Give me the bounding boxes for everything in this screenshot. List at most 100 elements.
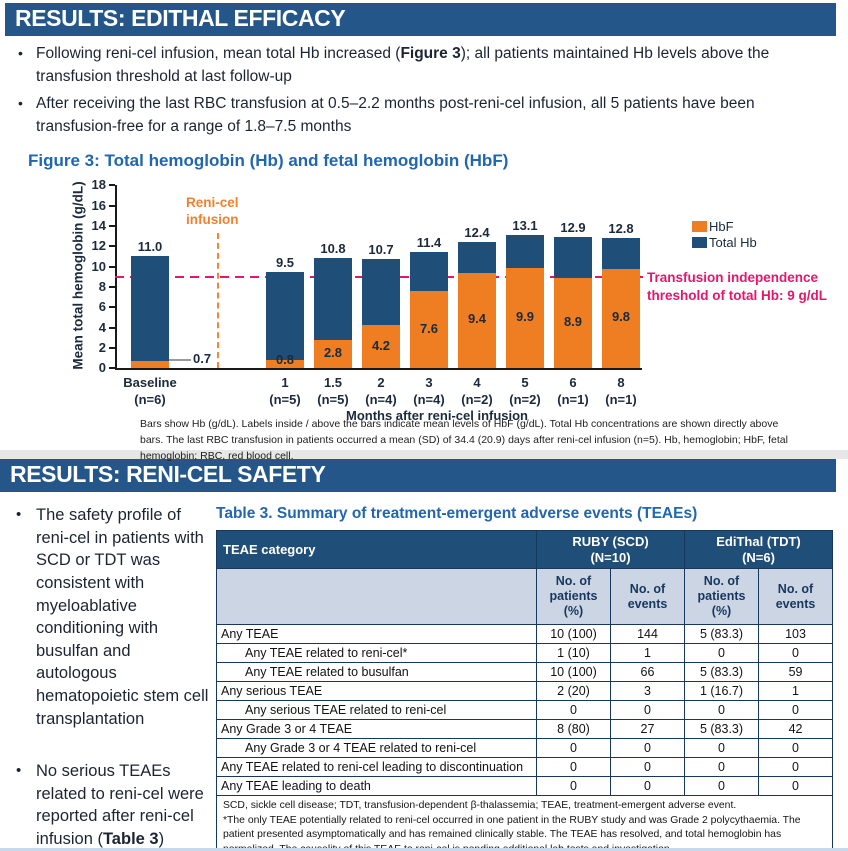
teae-value-cell: 0 bbox=[536, 738, 611, 759]
teae-value-cell: 1 (16.7) bbox=[684, 681, 760, 702]
y-tick-label: 10 bbox=[91, 258, 106, 274]
teae-category-cell: Any TEAE related to reni-cel leading to … bbox=[216, 757, 537, 778]
x-category-n: (n=2) bbox=[509, 392, 541, 408]
teae-value-cell: 66 bbox=[609, 662, 686, 683]
table-row: Any serious TEAE 2 (20) 3 1 (16.7) 1 bbox=[216, 681, 834, 702]
total-hb-segment bbox=[314, 258, 352, 340]
bullet-text: The safety profile of reni-cel in patien… bbox=[36, 506, 209, 728]
x-category-month: 3 bbox=[425, 375, 433, 391]
teae-value-cell: 5 (83.3) bbox=[684, 662, 760, 683]
teae-category-cell: Any serious TEAE bbox=[216, 681, 537, 702]
x-category-month: 2 bbox=[377, 375, 385, 391]
y-tick-label: 14 bbox=[91, 217, 106, 233]
x-category-label: 5 (n=2) bbox=[490, 375, 560, 409]
group-name: EdiThal (TDT) bbox=[716, 534, 801, 550]
table-footnote-row: SCD, sickle cell disease; TDT, transfusi… bbox=[215, 795, 834, 851]
figure-3-title: Figure 3: Total hemoglobin (Hb) and feta… bbox=[28, 151, 509, 171]
x-category-n: (n=5) bbox=[317, 392, 349, 408]
teae-value-cell: 0 bbox=[536, 757, 611, 778]
subheader-events-edithal: No. of events bbox=[758, 568, 834, 626]
x-category-label: 4 (n=2) bbox=[442, 375, 512, 409]
x-category-label: 1.5 (n=5) bbox=[298, 375, 368, 409]
teae-value-cell: 0 bbox=[609, 700, 686, 721]
edithal-group-header: EdiThal (TDT) (N=6) bbox=[684, 530, 834, 570]
hbf-label: 8.9 bbox=[563, 313, 583, 329]
teae-category-cell: Any TEAE related to reni-cel* bbox=[216, 643, 537, 664]
x-category-label: 6 (n=1) bbox=[538, 375, 608, 409]
y-tick-mark bbox=[109, 224, 115, 227]
y-tick-label: 6 bbox=[98, 299, 106, 315]
hbf-label: 0.7 bbox=[193, 351, 212, 367]
table-row: Any Grade 3 or 4 TEAE 8 (80) 27 5 (83.3) 42 bbox=[216, 719, 834, 740]
table-group-header-row: TEAE category RUBY (SCD) (N=10) EdiThal … bbox=[216, 530, 834, 570]
bullet-text: ); all patients maintained Hb levels abo… bbox=[36, 45, 770, 85]
total-hb-swatch-icon bbox=[692, 237, 707, 249]
bullet-bold-text: Table 3 bbox=[102, 830, 159, 849]
legend-label-hbf: HbF bbox=[709, 219, 734, 235]
total-hb-segment bbox=[554, 237, 592, 278]
bullet-bold-text: Figure 3 bbox=[400, 45, 461, 63]
hbf-segment bbox=[410, 290, 448, 369]
teae-value-cell: 27 bbox=[609, 719, 686, 740]
hbf-segment bbox=[602, 268, 640, 369]
safety-body: The safety profile of reni-cel in patien… bbox=[0, 492, 848, 851]
teae-value-cell: 5 (83.3) bbox=[684, 624, 760, 645]
table-row: Any serious TEAE related to reni-cel 0 0 0 0 bbox=[216, 700, 834, 721]
hbf-segment bbox=[314, 339, 352, 369]
x-category-label: Baseline (n=6) bbox=[115, 375, 185, 409]
section-edithal-efficacy: RESULTS: EDITHAL EFFICACY Following reni… bbox=[0, 3, 848, 462]
table-row: Any TEAE 10 (100) 144 5 (83.3) 103 bbox=[216, 624, 834, 645]
teae-table: TEAE category RUBY (SCD) (N=10) EdiThal … bbox=[215, 530, 834, 851]
x-category-n: (n=4) bbox=[365, 392, 397, 408]
y-tick-mark bbox=[109, 265, 115, 268]
ruby-group-header: RUBY (SCD) (N=10) bbox=[535, 530, 686, 570]
x-category-month: 1 bbox=[281, 375, 289, 391]
teae-value-cell: 0 bbox=[758, 738, 834, 759]
table-row: Any TEAE related to busulfan 10 (100) 66 5 … bbox=[216, 662, 834, 683]
hbf-label: 2.8 bbox=[323, 344, 343, 360]
total-hb-label: 12.4 bbox=[464, 225, 490, 241]
y-tick-mark bbox=[109, 184, 115, 187]
x-category-month: 5 bbox=[521, 375, 529, 391]
total-hb-segment bbox=[266, 271, 304, 361]
table-row: Any TEAE leading to death 0 0 0 0 bbox=[216, 776, 834, 797]
table-row: Any Grade 3 or 4 TEAE related to reni-ce… bbox=[216, 738, 834, 759]
y-tick-mark bbox=[109, 204, 115, 207]
efficacy-bullet-2: After receiving the last RBC transfusion… bbox=[14, 93, 834, 138]
y-tick-mark bbox=[109, 285, 115, 288]
teae-value-cell: 0 bbox=[609, 738, 686, 759]
teae-value-cell: 10 (100) bbox=[536, 662, 611, 683]
teae-value-cell: 1 bbox=[758, 681, 834, 702]
x-axis-title: Months after reni-cel infusion bbox=[345, 408, 528, 424]
section-reni-cel-safety: RESULTS: RENI-CEL SAFETY The safety prof… bbox=[0, 459, 848, 851]
teae-value-cell: 3 bbox=[609, 681, 686, 702]
teae-value-cell: 1 (10) bbox=[536, 643, 611, 664]
teae-value-cell: 2 (20) bbox=[536, 681, 611, 702]
bullet-text: No serious TEAEs related to reni-cel wer… bbox=[36, 762, 204, 849]
efficacy-bullet-1: Following reni-cel infusion, mean total … bbox=[14, 43, 834, 88]
teae-value-cell: 59 bbox=[758, 662, 834, 683]
hbf-segment bbox=[458, 272, 496, 369]
teae-value-cell: 0 bbox=[609, 776, 686, 797]
total-hb-segment bbox=[458, 242, 496, 273]
table-row: Any TEAE related to reni-cel* 1 (10) 1 0 0 bbox=[216, 643, 834, 664]
hbf-segment bbox=[506, 267, 544, 369]
x-category-n: (n=6) bbox=[134, 392, 166, 408]
hbf-label: 7.6 bbox=[419, 320, 439, 336]
transfusion-threshold-label: Transfusion independence threshold of to… bbox=[647, 270, 827, 303]
total-hb-label: 11.0 bbox=[137, 239, 163, 255]
y-tick-label: 0 bbox=[98, 360, 106, 376]
total-hb-label: 12.8 bbox=[608, 221, 634, 237]
teae-value-cell: 0 bbox=[684, 776, 760, 797]
table-footnote-text: *The only TEAE potentially related to re… bbox=[223, 814, 801, 851]
safety-bullet-column: The safety profile of reni-cel in patien… bbox=[0, 492, 216, 849]
legend-item-total-hb: Total Hb bbox=[692, 235, 757, 250]
empty-subheader-cell bbox=[216, 568, 537, 626]
efficacy-bullet-list: Following reni-cel infusion, mean total … bbox=[14, 43, 834, 138]
y-tick-mark bbox=[109, 245, 115, 248]
table-subheader-row: No. of patients (%) No. of events No. of… bbox=[216, 568, 834, 626]
subheader-patients-edithal: No. of patients (%) bbox=[684, 568, 760, 626]
safety-bullet-list: The safety profile of reni-cel in patien… bbox=[12, 504, 212, 849]
total-hb-segment bbox=[362, 259, 400, 326]
x-category-n: (n=5) bbox=[269, 392, 301, 408]
